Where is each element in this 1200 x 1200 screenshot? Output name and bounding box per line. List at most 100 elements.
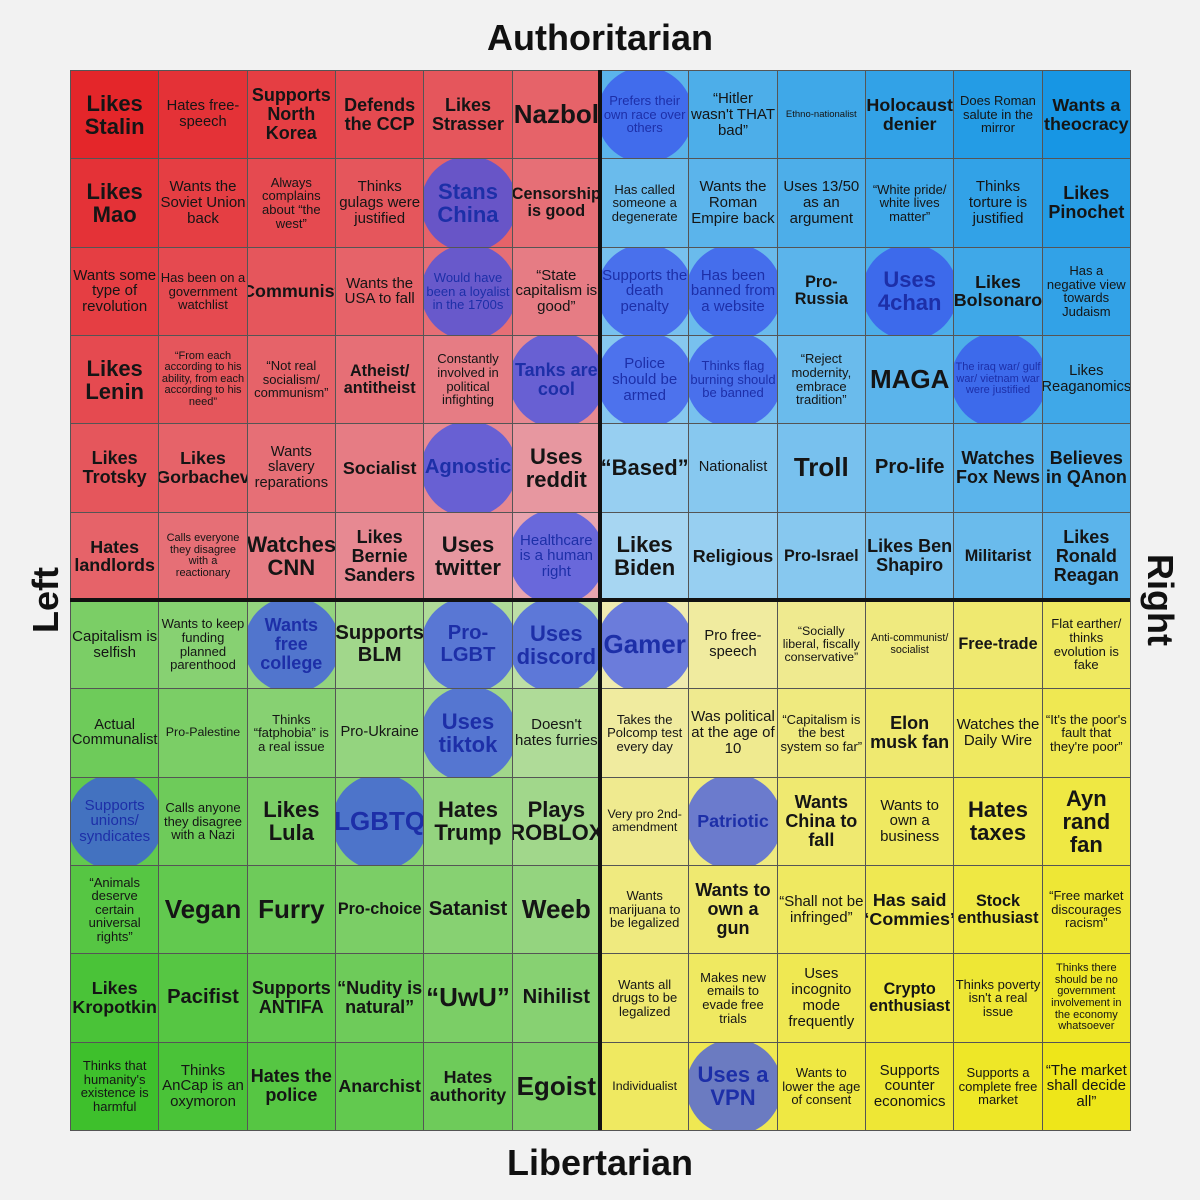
grid-cell: Ayn rand fan — [1041, 776, 1131, 866]
grid-cell: Individualist — [600, 1041, 690, 1131]
highlight-circle — [689, 777, 777, 865]
cell-label: Supports counter economics — [873, 1061, 946, 1111]
cell-label: Gamer — [603, 629, 686, 660]
grid-cell: Nazbol — [511, 70, 601, 160]
grid-cell: Likes Lula — [246, 776, 336, 866]
grid-cell: “Free market discourages racism” — [1041, 865, 1131, 955]
cell-label: Wants the Soviet Union back — [160, 178, 246, 227]
cell-label: Atheist/ antitheist — [343, 361, 416, 397]
grid-cell: Pro-Israel — [776, 511, 866, 601]
cell-label: Hates free-speech — [166, 98, 240, 130]
cell-label: Nationalist — [698, 459, 768, 476]
cell-label: Supports BLM — [335, 622, 424, 666]
cell-label: Supports unions/ syndicates — [79, 796, 151, 846]
cell-label: Wants free college — [260, 615, 323, 674]
grid-cell: “UwU” — [423, 953, 513, 1043]
axis-title-top: Authoritarian — [486, 17, 714, 58]
cell-label: Hates authority — [429, 1066, 507, 1106]
grid-cell: Tanks are cool — [511, 335, 601, 425]
cell-label: “Nudity is natural” — [337, 978, 423, 1017]
cell-label: Wants all drugs to be legalized — [612, 976, 678, 1019]
grid-cell: Watches CNN — [246, 511, 336, 601]
grid-cell: Police should be armed — [600, 335, 690, 425]
cell-label: Stans China — [437, 178, 499, 227]
cell-label: “State capitalism is good” — [515, 266, 598, 316]
cell-label: Likes Kropotkin — [72, 978, 157, 1017]
grid-cell: Uses 4chan — [865, 246, 955, 336]
grid-cell: Stans China — [423, 158, 513, 248]
cell-label: Troll — [793, 452, 849, 483]
cell-label: Police should be armed — [612, 355, 678, 404]
grid-cell: Wants to own a gun — [688, 865, 778, 955]
grid-cell: Wants to keep funding planned parenthood — [158, 600, 248, 690]
cell-label: Stock enthusiast — [957, 891, 1039, 927]
cell-label: Wants some type of revolution — [73, 266, 157, 316]
cell-label: Wants to lower the age of consent — [782, 1064, 861, 1108]
grid-cell: Has called someone a degenerate — [600, 158, 690, 248]
cell-label: Nihilist — [522, 986, 590, 1009]
cell-label: Militarist — [964, 546, 1032, 565]
highlight-circle — [247, 601, 335, 689]
cell-label: Pacifist — [167, 986, 239, 1009]
grid-cell: Was political at the age of 10 — [688, 688, 778, 778]
grid-cell: Censorship is good — [511, 158, 601, 248]
cell-label: Holocaust denier — [866, 94, 953, 134]
cell-label: Agnostic — [424, 456, 512, 479]
grid-cell: Capitalism is selfish — [70, 600, 160, 690]
grid-cell: “Hitler wasn't THAT bad” — [688, 70, 778, 160]
cell-label: Uses twitter — [434, 532, 501, 581]
cell-label: Very pro 2nd-amendment — [607, 807, 682, 835]
grid-cell: Hates the police — [246, 1041, 336, 1131]
grid-cell: Wants slavery reparations — [246, 423, 336, 513]
highlight-circle — [424, 159, 512, 247]
grid-cell: Likes Ronald Reagan — [1041, 511, 1131, 601]
grid-cell: Constantly involved in political infight… — [423, 335, 513, 425]
cell-label: “Shall not be infringed” — [779, 892, 864, 926]
grid-cell: The iraq war/ gulf war/ vietnam war were… — [953, 335, 1043, 425]
grid-cell: Likes Trotsky — [70, 423, 160, 513]
cell-label: Likes Reaganomics — [1041, 363, 1131, 395]
axis-title-bottom: Libertarian — [506, 1142, 694, 1183]
grid-cell: Healthcare is a human right — [511, 511, 601, 601]
cell-label: Wants to keep funding planned parenthood — [161, 616, 245, 673]
cell-label: Was political at the age of 10 — [691, 708, 775, 757]
cell-label: Anti-communist/ socialist — [870, 632, 949, 656]
cell-label: Individualist — [612, 1078, 678, 1093]
cell-label: “The market shall decide all” — [1045, 1061, 1127, 1111]
highlight-circle — [336, 777, 424, 865]
grid-cell: Likes Bernie Sanders — [335, 511, 425, 601]
grid-cell: Always complains about “the west” — [246, 158, 336, 248]
grid-cell: Watches the Daily Wire — [953, 688, 1043, 778]
cell-label: “From each according to his ability, fro… — [161, 349, 245, 408]
grid-cell: Thinks there should be no government inv… — [1041, 953, 1131, 1043]
grid-cell: Pro-LGBT — [423, 600, 513, 690]
grid-cell: Wants China to fall — [776, 776, 866, 866]
highlight-circle — [601, 71, 689, 159]
cell-label: Doesn't hates furries — [515, 716, 598, 749]
grid-cell: MAGA — [865, 335, 955, 425]
cell-label: Likes Ben Shapiro — [867, 536, 953, 576]
cell-label: Prefers their own race over others — [603, 93, 686, 136]
grid-cell: Socialist — [335, 423, 425, 513]
highlight-circle — [601, 336, 689, 424]
grid-cell: Actual Communalist — [70, 688, 160, 778]
grid-cell: Very pro 2nd-amendment — [600, 776, 690, 866]
grid-cell: Prefers their own race over others — [600, 70, 690, 160]
grid-cell: Wants to lower the age of consent — [776, 1041, 866, 1131]
grid-cell: Supports counter economics — [865, 1041, 955, 1131]
grid-cell: Calls everyone they disagree with a reac… — [158, 511, 248, 601]
grid-cell: Makes new emails to evade free trials — [688, 953, 778, 1043]
grid-cell: Wants a theocracy — [1041, 70, 1131, 160]
cell-label: Actual Communalist — [71, 716, 158, 748]
grid-cell: LGBTQ — [335, 776, 425, 866]
cell-label: Wants the USA to fall — [344, 274, 415, 308]
cell-label: Makes new emails to evade free trials — [700, 969, 766, 1026]
cell-label: Likes Strasser — [431, 94, 505, 134]
grid-cell: Uses reddit — [511, 423, 601, 513]
cell-label: Thinks that humanity's existence is harm… — [80, 1058, 149, 1114]
cell-label: Uses incognito mode frequently — [788, 965, 855, 1030]
grid-cell: “From each according to his ability, fro… — [158, 335, 248, 425]
cell-label: “Hitler wasn't THAT bad” — [690, 90, 775, 139]
grid-cell: Uses tiktok — [423, 688, 513, 778]
grid-cell: Troll — [776, 423, 866, 513]
